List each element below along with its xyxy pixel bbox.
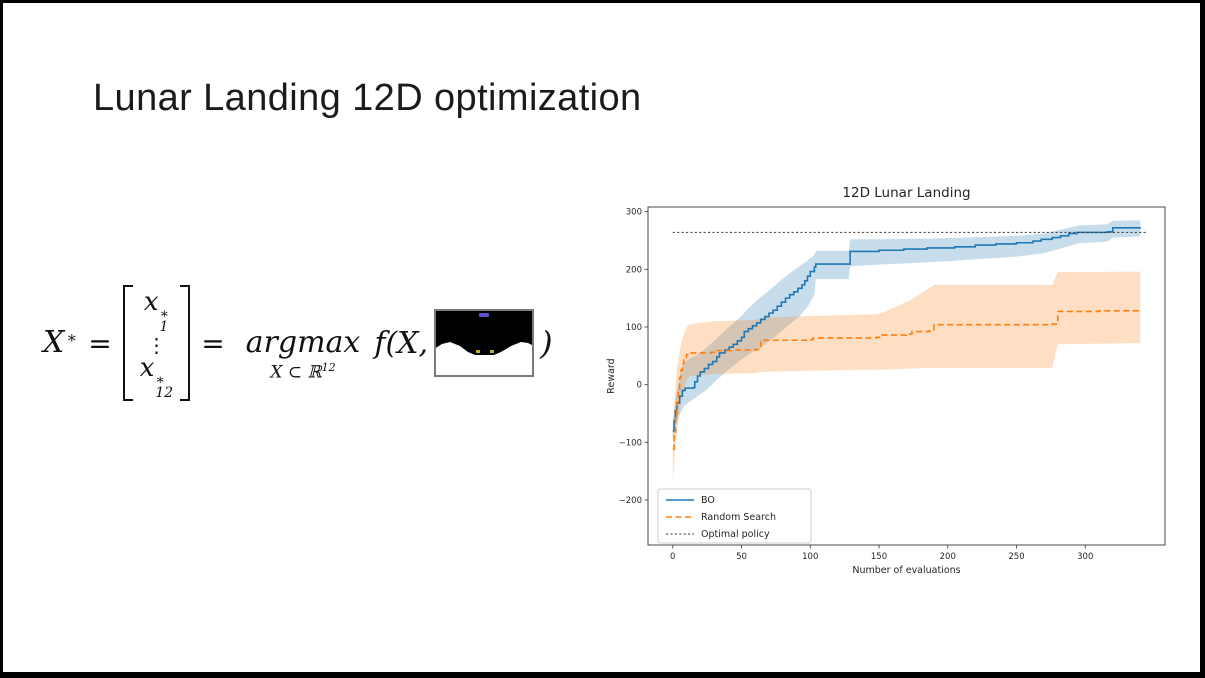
y-tick-label: −200 <box>619 496 642 506</box>
matrix-column: x ∗ 1 ⋮ x ∗ 12 <box>133 285 181 401</box>
entry-bottom-sup: ∗ <box>155 371 165 388</box>
entry-top-supsub: ∗ 1 <box>159 306 170 336</box>
argmax-block: argmax X ⊂ ℝ12 <box>245 324 361 383</box>
landing-flag-right <box>490 350 495 353</box>
y-tick-label: 300 <box>626 208 642 218</box>
lander-frame <box>434 309 535 377</box>
entry-top-sup: ∗ <box>159 306 170 322</box>
x-tick-label: 50 <box>736 552 747 562</box>
optimization-formula: X ∗ = x ∗ 1 ⋮ x ∗ 12 = argmax X ⊂ ℝ12 f(X, <box>43 283 553 403</box>
chart-title: 12D Lunar Landing <box>842 185 970 201</box>
presentation-slide: Lunar Landing 12D optimization X ∗ = x ∗ 1 … <box>3 3 1200 672</box>
entry-bottom-sub: 12 <box>155 384 174 401</box>
landing-flag-left <box>476 350 481 353</box>
chart-svg: 0 50 100 150 200 250 300 −200 −100 0 100 200 300 12D … <box>606 185 1166 576</box>
parameter-vector-matrix: x ∗ 1 ⋮ x ∗ 12 <box>122 285 191 401</box>
formula-lhs-star: ∗ <box>66 328 78 347</box>
legend-label-optimal-policy: Optimal policy <box>701 529 770 540</box>
bo-band <box>672 220 1141 440</box>
x-tick-label: 300 <box>1077 552 1093 562</box>
y-tick-label: 0 <box>637 381 642 391</box>
formula-lhs: X ∗ <box>43 328 77 358</box>
matrix-vdots: ⋮ <box>146 332 167 357</box>
entry-bottom-base: x <box>139 352 155 383</box>
x-tick-label: 0 <box>670 552 675 562</box>
x-tick-label: 150 <box>871 552 887 562</box>
slide-title: Lunar Landing 12D optimization <box>93 77 642 119</box>
lunar-lander-thumbnail <box>434 309 535 377</box>
y-tick-label: −100 <box>619 438 642 448</box>
argmax-constraint: X ⊂ ℝ12 <box>270 361 335 383</box>
objective-function-term: f(X, <box>374 325 429 361</box>
argmax-operator: argmax <box>245 324 361 360</box>
lander-craft <box>479 313 490 317</box>
lunar-terrain <box>434 342 535 376</box>
y-axis-label: Reward <box>606 358 617 393</box>
matrix-bracket-right <box>180 285 191 401</box>
legend-label-bo: BO <box>701 495 715 506</box>
bo-line <box>672 226 1142 432</box>
random-search-band <box>672 271 1141 483</box>
chart-figure: 0 50 100 150 200 250 300 −200 −100 0 100 200 300 12D … <box>603 178 1188 578</box>
y-tick-label: 200 <box>626 265 642 275</box>
x-axis-label: Number of evaluations <box>852 565 960 576</box>
plot-frame <box>647 206 1166 546</box>
equals-sign: = <box>88 326 112 360</box>
x-tick-label: 100 <box>802 552 818 562</box>
constraint-base: X ⊂ ℝ <box>270 362 322 383</box>
matrix-entry-bottom: x ∗ 12 <box>140 355 174 401</box>
entry-bottom-supsub: ∗ 12 <box>155 371 174 401</box>
random-search-line <box>672 309 1142 451</box>
entry-top-sub: 1 <box>159 319 169 336</box>
legend-label-random-search: Random Search <box>701 512 776 523</box>
matrix-bracket-left <box>122 285 133 401</box>
constraint-exponent: 12 <box>321 360 336 374</box>
equals-sign-2: = <box>201 326 225 360</box>
legend-box <box>657 488 812 544</box>
x-tick-label: 200 <box>940 552 956 562</box>
formula-lhs-base: X <box>43 325 65 360</box>
entry-top-base: x <box>143 287 159 317</box>
matrix-entry-top: x ∗ 1 <box>144 289 169 335</box>
x-tick-label: 250 <box>1008 552 1024 562</box>
y-tick-label: 100 <box>626 323 642 333</box>
closing-paren: ) <box>540 324 553 362</box>
